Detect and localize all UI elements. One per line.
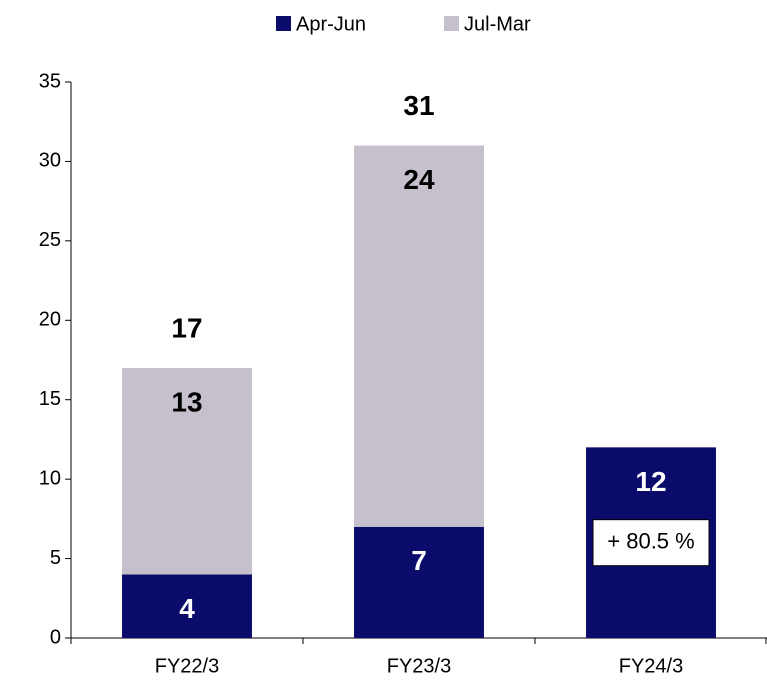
legend-label: Apr-Jun (296, 13, 366, 35)
y-tick-label: 5 (50, 547, 61, 569)
total-label: 17 (171, 312, 202, 343)
bar-segment (122, 574, 252, 638)
x-tick-label: FY24/3 (619, 655, 683, 677)
annotation: + 80.5 % (607, 528, 694, 553)
y-tick-label: 0 (50, 626, 61, 648)
y-tick-label: 35 (39, 70, 61, 92)
y-tick-label: 20 (39, 309, 61, 331)
y-tick-label: 15 (39, 388, 61, 410)
y-tick-label: 10 (39, 467, 61, 489)
y-tick-label: 25 (39, 229, 61, 251)
annotation-box (592, 519, 710, 567)
total-label: 31 (403, 90, 434, 121)
y-tick-label: 30 (39, 150, 61, 172)
legend-swatch (444, 16, 459, 31)
data-label: 24 (403, 164, 435, 195)
x-tick-label: FY22/3 (155, 655, 219, 677)
bar-segment (354, 145, 484, 527)
bar-segment (354, 526, 484, 638)
x-tick-label: FY23/3 (387, 655, 451, 677)
data-label: 7 (411, 545, 427, 576)
data-label: 4 (179, 593, 195, 624)
data-label: 12 (635, 466, 666, 497)
data-label: 13 (171, 386, 202, 417)
legend-swatch (276, 16, 291, 31)
legend-label: Jul-Mar (464, 13, 531, 35)
bar-segment (122, 367, 252, 575)
